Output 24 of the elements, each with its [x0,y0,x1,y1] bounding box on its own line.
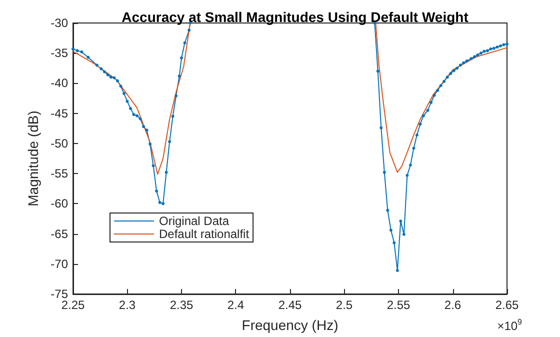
x-tick-label: 2.6 [444,298,462,312]
y-tick-label: -35 [50,46,68,60]
y-tick-label: -60 [50,196,68,211]
x-tick-label: 2.4 [227,298,244,312]
y-tick-label: -55 [50,166,68,181]
x-tick-label: 2.25 [61,298,85,312]
legend-label: Default rationalfit [159,227,250,241]
x-tick-label: 2.55 [386,298,410,312]
y-tick-label: -45 [50,106,68,120]
y-tick-label: -50 [50,136,68,150]
chart-title: Accuracy at Small Magnitudes Using Default Weight [122,9,469,25]
x-tick-label: 2.5 [336,298,353,312]
legend-label: Original Data [159,214,230,228]
x-tick-label: 2.45 [278,298,302,312]
y-tick-label: -40 [50,76,68,90]
y-tick-label: -70 [50,256,68,271]
y-tick-label: -30 [50,16,68,30]
y-tick-label: -65 [50,226,68,241]
x-tick-label: 2.65 [495,298,519,312]
y-tick-label: -75 [50,287,68,301]
y-axis-title: Magnitude (dB) [24,110,41,206]
x-tick-label: 2.35 [170,298,194,312]
x-axis-title: Frequency (Hz) [242,317,338,333]
x-tick-label: 2.3 [118,298,136,312]
